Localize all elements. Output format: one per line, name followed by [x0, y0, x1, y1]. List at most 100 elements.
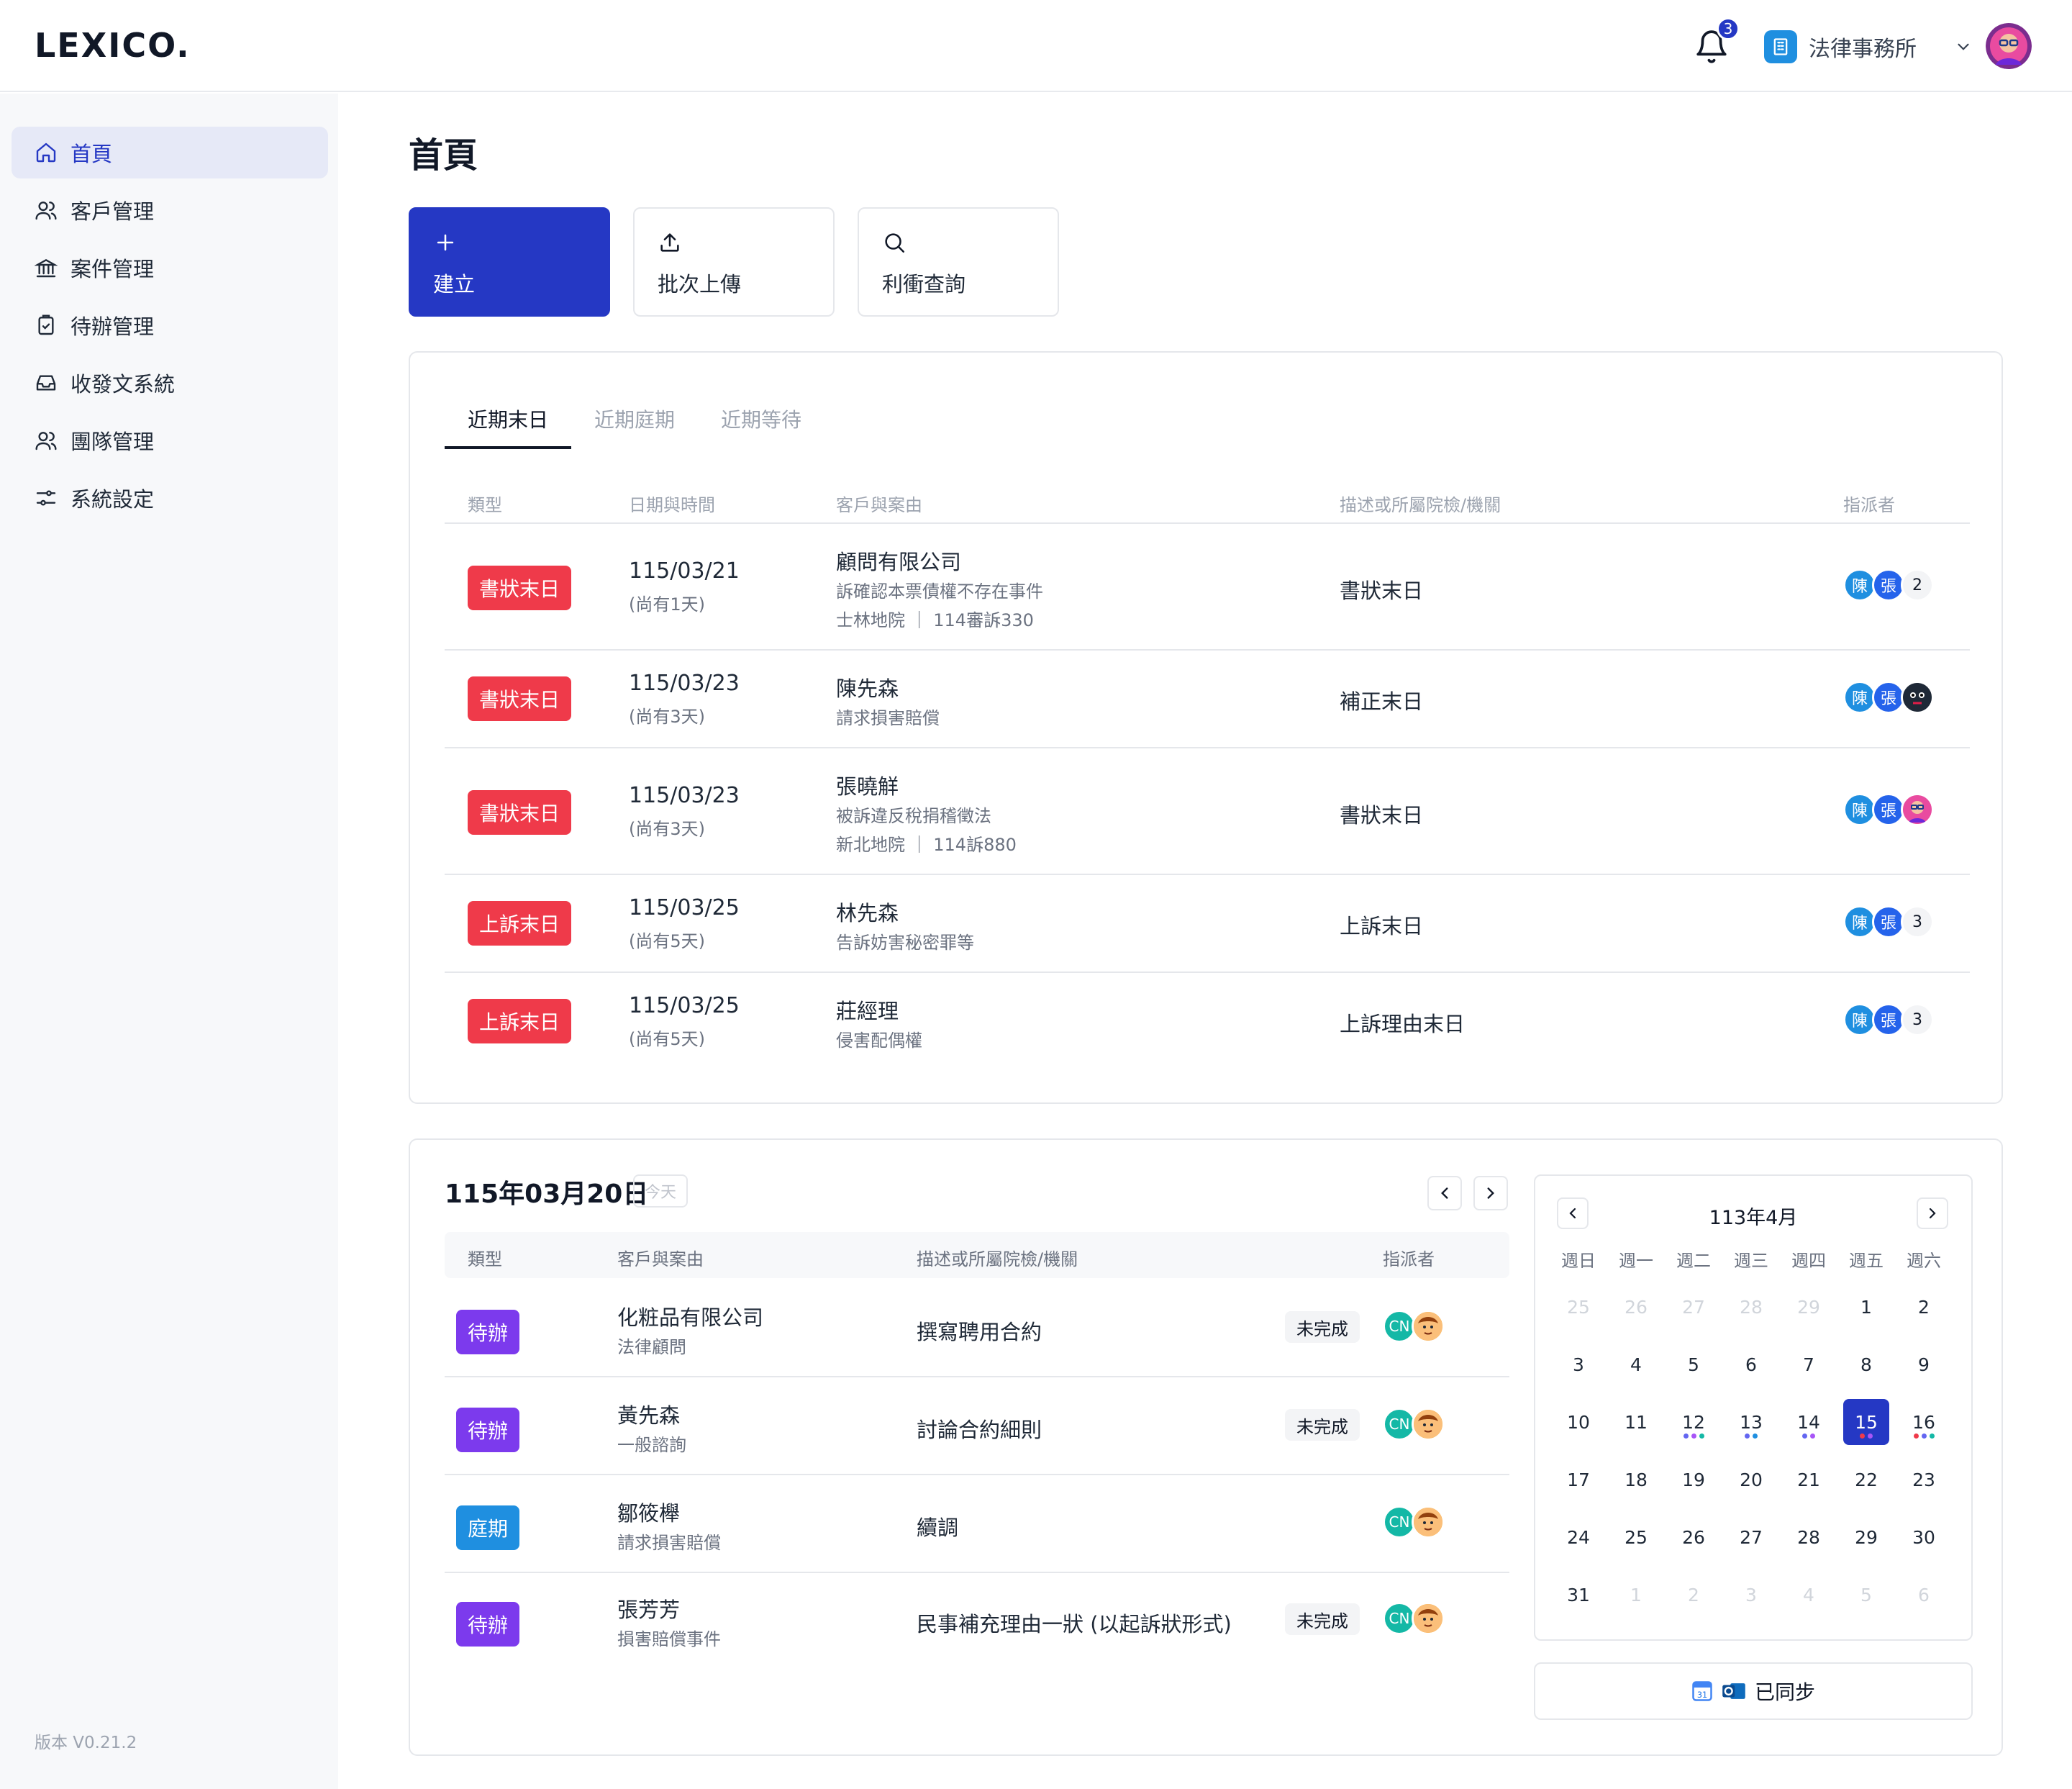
calendar-day[interactable]: 11 — [1625, 1411, 1648, 1433]
tab-recent-hearings[interactable]: 近期庭期 — [594, 408, 676, 432]
agenda-row[interactable]: 待辦 黃先森 一般諮詢 討論合約細則 未完成 CN — [445, 1376, 1509, 1474]
calendar-day[interactable]: 29 — [1855, 1526, 1878, 1548]
table-row[interactable]: 書狀末日 115/03/23 (尚有3天) 張曉觧 被訴違反稅捐稽徵法 新北地院… — [445, 747, 1970, 874]
calendar-day[interactable]: 9 — [1918, 1354, 1930, 1375]
assignees[interactable]: 陳 張 — [1843, 681, 1934, 714]
client-name[interactable]: 莊經理 — [836, 999, 899, 1023]
sidebar-item-home[interactable]: 首頁 — [12, 127, 328, 178]
col-date: 日期與時間 — [629, 495, 715, 515]
calendar-day[interactable]: 23 — [1912, 1469, 1935, 1490]
app-logo[interactable]: LEXICO. — [35, 26, 191, 65]
client-name[interactable]: 化粧品有限公司 — [617, 1305, 764, 1330]
more-count: 3 — [1901, 1003, 1934, 1036]
org-switcher[interactable]: 法律事務所 — [1764, 30, 1973, 63]
calendar-day[interactable]: 26 — [1625, 1296, 1648, 1318]
calendar-day[interactable]: 3 — [1573, 1354, 1584, 1375]
avatar: 張 — [1872, 1003, 1905, 1036]
calendar-day[interactable]: 18 — [1625, 1469, 1648, 1490]
calendar-day[interactable]: 20 — [1740, 1469, 1763, 1490]
calendar-day[interactable]: 16 — [1912, 1411, 1935, 1433]
assignees[interactable]: CN — [1383, 1602, 1445, 1635]
bell-icon[interactable] — [1694, 29, 1730, 65]
calendar-day[interactable]: 1 — [1860, 1296, 1872, 1318]
table-row[interactable]: 上訴末日 115/03/25 (尚有5天) 莊經理 侵害配偶權 上訴理由末日 陳… — [445, 972, 1970, 1069]
tab-recent-waiting[interactable]: 近期等待 — [721, 408, 802, 432]
table-row[interactable]: 書狀末日 115/03/21 (尚有1天) 顧問有限公司 訴確認本票債權不存在事… — [445, 522, 1970, 649]
next-day-button[interactable] — [1473, 1176, 1508, 1210]
assignees[interactable]: 陳 張 2 — [1843, 569, 1934, 602]
client-name[interactable]: 陳先森 — [836, 676, 899, 701]
client-name[interactable]: 林先森 — [836, 901, 899, 925]
next-month-button[interactable] — [1917, 1197, 1948, 1229]
table-row[interactable]: 上訴末日 115/03/25 (尚有5天) 林先森 告訴妨害秘密罪等 上訴末日 … — [445, 874, 1970, 972]
agenda-row[interactable]: 待辦 化粧品有限公司 法律顧問 撰寫聘用合約 未完成 CN — [445, 1278, 1509, 1376]
more-count: 2 — [1901, 569, 1934, 602]
calendar-day[interactable]: 15 — [1843, 1399, 1889, 1445]
calendar-day[interactable]: 17 — [1567, 1469, 1590, 1490]
calendar-day[interactable]: 3 — [1745, 1584, 1757, 1605]
col-desc: 描述或所屬院檢/機關 — [917, 1249, 1078, 1269]
today-button[interactable]: 今天 — [633, 1174, 689, 1208]
prev-month-button[interactable] — [1557, 1197, 1589, 1229]
agenda-row[interactable]: 庭期 鄒筱櫸 請求損害賠償 續調 CN — [445, 1474, 1509, 1572]
tab-recent-deadlines[interactable]: 近期末日 — [445, 390, 572, 449]
calendar-day[interactable]: 22 — [1855, 1469, 1878, 1490]
calendar-day[interactable]: 27 — [1682, 1296, 1705, 1318]
assignees[interactable]: 陳 張 3 — [1843, 1003, 1934, 1036]
assignees[interactable]: CN — [1383, 1310, 1445, 1343]
calendar-day[interactable]: 24 — [1567, 1526, 1590, 1548]
plus-icon — [437, 234, 454, 251]
conflict-check-button[interactable]: 利衝查詢 — [858, 207, 1059, 317]
calendar-day[interactable]: 4 — [1630, 1354, 1642, 1375]
sync-status-button[interactable]: 31 已同步 — [1534, 1662, 1973, 1720]
client-name[interactable]: 顧問有限公司 — [836, 550, 962, 574]
calendar-day[interactable]: 8 — [1860, 1354, 1872, 1375]
calendar-day[interactable]: 5 — [1688, 1354, 1699, 1375]
assignees[interactable]: 陳 張 3 — [1843, 905, 1934, 938]
calendar-day[interactable]: 2 — [1688, 1584, 1699, 1605]
calendar-day[interactable]: 25 — [1567, 1296, 1590, 1318]
calendar-day[interactable]: 29 — [1797, 1296, 1820, 1318]
case-cause: 法律顧問 — [617, 1337, 686, 1357]
calendar-day[interactable]: 5 — [1860, 1584, 1872, 1605]
assignees[interactable]: 陳 張 — [1843, 793, 1934, 826]
batch-upload-button[interactable]: 批次上傳 — [633, 207, 835, 317]
sidebar-item-clients[interactable]: 客戶管理 — [12, 184, 328, 236]
sidebar-item-todos[interactable]: 待辦管理 — [12, 299, 328, 351]
calendar-day[interactable]: 14 — [1797, 1411, 1820, 1433]
sidebar-item-cases[interactable]: 案件管理 — [12, 242, 328, 294]
calendar-day[interactable]: 28 — [1740, 1296, 1763, 1318]
sidebar-item-mail[interactable]: 收發文系統 — [12, 357, 328, 409]
calendar-day[interactable]: 6 — [1918, 1584, 1930, 1605]
create-button[interactable]: 建立 — [409, 207, 610, 317]
sidebar-item-settings[interactable]: 系統設定 — [12, 472, 328, 524]
user-avatar[interactable] — [1986, 23, 2032, 69]
calendar-day[interactable]: 30 — [1912, 1526, 1935, 1548]
calendar-day[interactable]: 2 — [1918, 1296, 1930, 1318]
client-name[interactable]: 張曉觧 — [836, 774, 899, 799]
assignees[interactable]: CN — [1383, 1505, 1445, 1539]
agenda-row[interactable]: 待辦 張芳芳 損害賠償事件 民事補充理由一狀 (以起訴狀形式) 未完成 CN — [445, 1572, 1509, 1670]
top-bar: LEXICO. 3 法律事務所 — [0, 0, 2072, 92]
calendar-day[interactable]: 7 — [1803, 1354, 1814, 1375]
calendar-day[interactable]: 25 — [1625, 1526, 1648, 1548]
calendar-day[interactable]: 26 — [1682, 1526, 1705, 1548]
client-name[interactable]: 黃先森 — [617, 1403, 681, 1428]
calendar-day[interactable]: 1 — [1630, 1584, 1642, 1605]
sidebar-item-team[interactable]: 團隊管理 — [12, 415, 328, 466]
calendar-day[interactable]: 12 — [1682, 1411, 1705, 1433]
calendar-day[interactable]: 19 — [1682, 1469, 1705, 1490]
calendar-day[interactable]: 13 — [1740, 1411, 1763, 1433]
calendar-day[interactable]: 28 — [1797, 1526, 1820, 1548]
calendar-day[interactable]: 4 — [1803, 1584, 1814, 1605]
calendar-day[interactable]: 21 — [1797, 1469, 1820, 1490]
calendar-day[interactable]: 6 — [1745, 1354, 1757, 1375]
table-row[interactable]: 書狀末日 115/03/23 (尚有3天) 陳先森 請求損害賠償 補正末日 陳 … — [445, 649, 1970, 747]
client-name[interactable]: 鄒筱櫸 — [617, 1501, 681, 1526]
calendar-day[interactable]: 27 — [1740, 1526, 1763, 1548]
assignees[interactable]: CN — [1383, 1408, 1445, 1441]
prev-day-button[interactable] — [1427, 1176, 1462, 1210]
calendar-day[interactable]: 10 — [1567, 1411, 1590, 1433]
calendar-day[interactable]: 31 — [1567, 1584, 1590, 1605]
client-name[interactable]: 張芳芳 — [617, 1598, 681, 1622]
